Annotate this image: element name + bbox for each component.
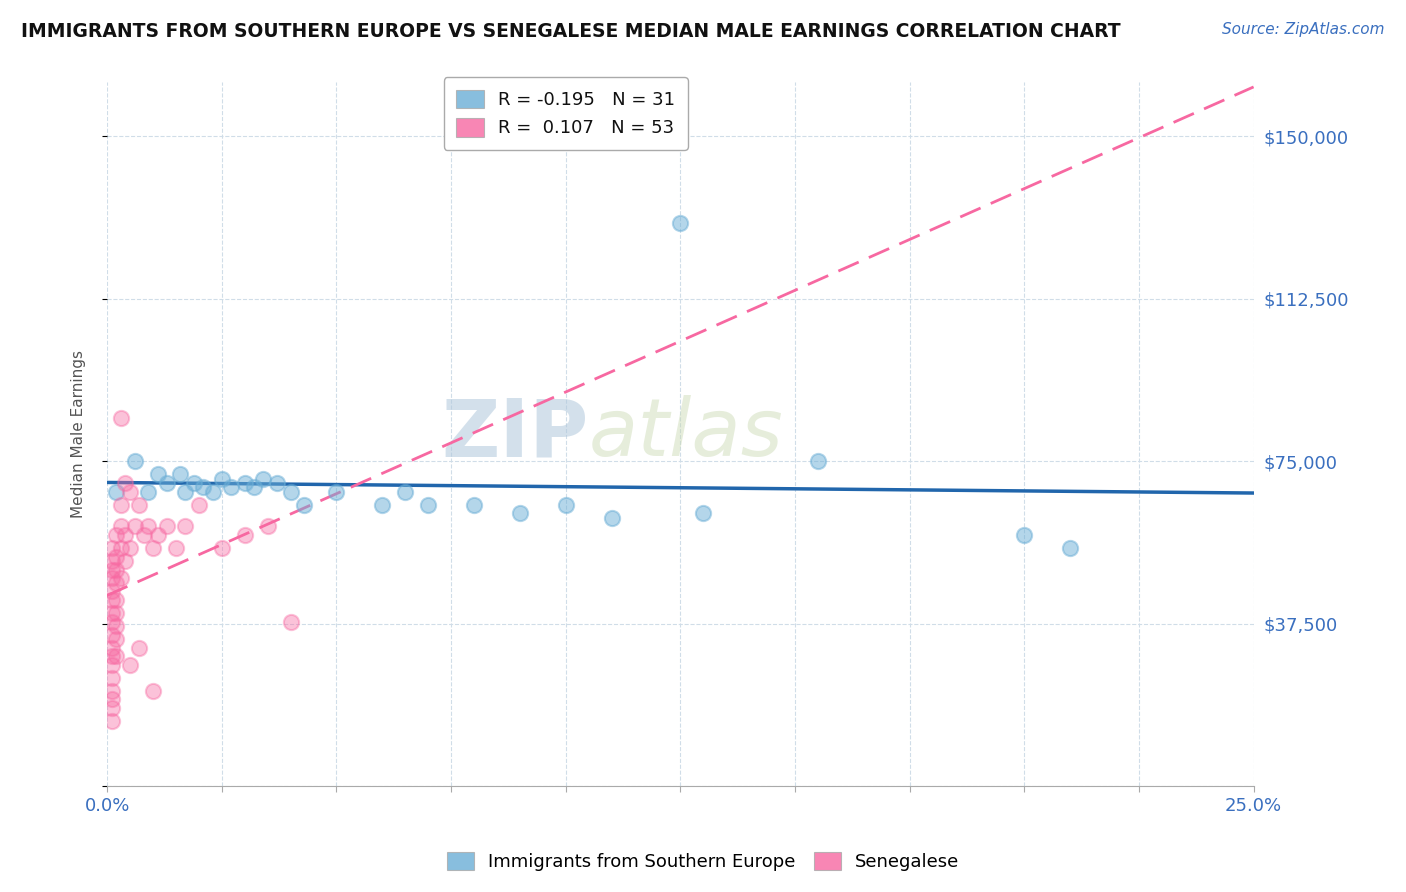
Point [100, 714, 122, 728]
Point [146, 467, 169, 482]
Point [807, 454, 830, 468]
Point [118, 657, 141, 672]
Text: Source: ZipAtlas.com: Source: ZipAtlas.com [1222, 22, 1385, 37]
Point [118, 484, 141, 499]
Point [124, 454, 146, 468]
Point [243, 480, 266, 494]
Point [463, 498, 485, 512]
Point [105, 575, 128, 590]
Point [187, 498, 209, 512]
Point [100, 627, 122, 641]
Point [100, 657, 122, 672]
Point [252, 471, 274, 485]
Point [100, 592, 122, 607]
Point [100, 692, 122, 706]
Point [233, 475, 256, 490]
Point [165, 541, 187, 555]
Point [105, 619, 128, 633]
Legend: R = -0.195   N = 31, R =  0.107   N = 53: R = -0.195 N = 31, R = 0.107 N = 53 [444, 77, 688, 150]
Point [100, 615, 122, 629]
Point [416, 498, 439, 512]
Point [100, 671, 122, 685]
Point [124, 519, 146, 533]
Point [138, 484, 160, 499]
Point [100, 541, 122, 555]
Point [100, 554, 122, 568]
Point [105, 632, 128, 646]
Point [1014, 528, 1036, 542]
Point [100, 701, 122, 715]
Point [118, 541, 141, 555]
Point [128, 498, 150, 512]
Point [292, 498, 315, 512]
Point [110, 541, 132, 555]
Point [280, 615, 302, 629]
Point [114, 475, 136, 490]
Point [100, 640, 122, 655]
Point [132, 528, 155, 542]
Point [211, 541, 233, 555]
Point [100, 584, 122, 599]
Text: ZIP: ZIP [441, 395, 589, 473]
Point [266, 475, 288, 490]
Point [105, 484, 128, 499]
Point [100, 562, 122, 576]
Point [105, 649, 128, 664]
Point [105, 562, 128, 576]
Point [105, 528, 128, 542]
Text: atlas: atlas [589, 395, 783, 473]
Point [100, 649, 122, 664]
Point [174, 484, 197, 499]
Point [100, 683, 122, 698]
Point [233, 528, 256, 542]
Point [183, 475, 205, 490]
Point [394, 484, 416, 499]
Point [600, 510, 623, 524]
Legend: Immigrants from Southern Europe, Senegalese: Immigrants from Southern Europe, Senegal… [440, 845, 966, 879]
Point [169, 467, 191, 482]
Text: IMMIGRANTS FROM SOUTHERN EUROPE VS SENEGALESE MEDIAN MALE EARNINGS CORRELATION C: IMMIGRANTS FROM SOUTHERN EUROPE VS SENEG… [21, 22, 1121, 41]
Point [128, 640, 150, 655]
Point [105, 549, 128, 564]
Point [669, 216, 692, 230]
Point [174, 519, 197, 533]
Point [105, 606, 128, 620]
Point [256, 519, 278, 533]
Point [156, 475, 179, 490]
Point [509, 506, 531, 520]
Point [146, 528, 169, 542]
Point [114, 554, 136, 568]
Point [692, 506, 714, 520]
Point [110, 498, 132, 512]
Point [142, 683, 165, 698]
Point [193, 480, 215, 494]
Point [325, 484, 347, 499]
Point [554, 498, 576, 512]
Point [100, 571, 122, 585]
Point [142, 541, 165, 555]
Point [114, 528, 136, 542]
Point [219, 480, 242, 494]
Point [138, 519, 160, 533]
Point [371, 498, 394, 512]
Point [110, 571, 132, 585]
Point [100, 606, 122, 620]
Point [211, 471, 233, 485]
Point [110, 519, 132, 533]
Point [1059, 541, 1081, 555]
Point [201, 484, 224, 499]
Point [280, 484, 302, 499]
Y-axis label: Median Male Earnings: Median Male Earnings [72, 351, 86, 518]
Point [105, 592, 128, 607]
Point [156, 519, 179, 533]
Point [110, 410, 132, 425]
